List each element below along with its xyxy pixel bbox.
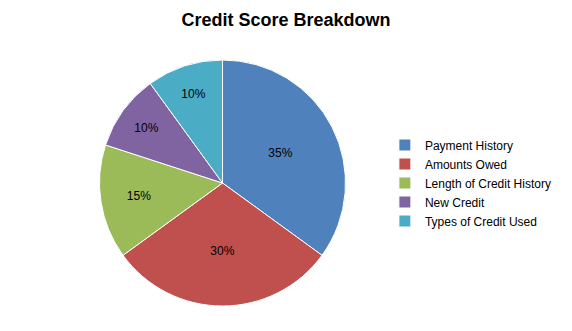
svg-text:30%: 30% [210, 244, 234, 258]
svg-text:15%: 15% [127, 189, 151, 203]
svg-text:Payment History: Payment History [425, 139, 513, 153]
svg-text:Types of Credit Used: Types of Credit Used [425, 215, 537, 229]
svg-text:Credit Score Breakdown: Credit Score Breakdown [181, 10, 390, 30]
svg-text:10%: 10% [181, 87, 205, 101]
svg-text:Amounts Owed: Amounts Owed [425, 158, 507, 172]
svg-text:New Credit: New Credit [425, 196, 485, 210]
svg-text:10%: 10% [134, 121, 158, 135]
svg-text:Length of Credit History: Length of Credit History [425, 177, 551, 191]
svg-text:35%: 35% [268, 146, 292, 160]
